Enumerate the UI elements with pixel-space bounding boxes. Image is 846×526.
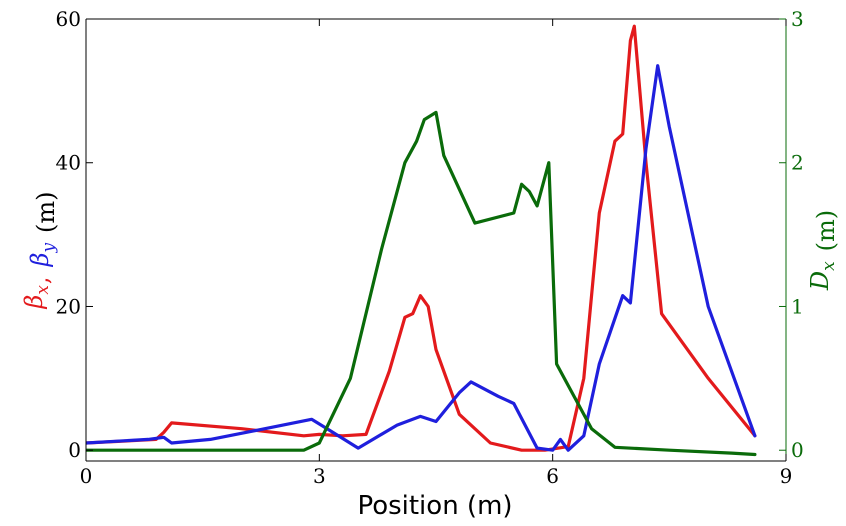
right-y-tick-label-0: 0 <box>791 438 804 462</box>
plot-frame <box>86 19 786 461</box>
right-y-tick-label-1: 1 <box>791 294 804 318</box>
x-tick-label-3: 9 <box>780 464 793 488</box>
left-ylabel-part-0-subscript: x <box>33 285 53 295</box>
series-line-0 <box>86 24 757 452</box>
left-ylabel-part-3: (m) <box>32 191 60 232</box>
left-y-tick-label-1: 20 <box>56 294 81 318</box>
x-axis-label: Position (m) <box>357 491 512 521</box>
series-line-2 <box>86 110 757 457</box>
right-y-tick-label-2: 2 <box>791 151 804 175</box>
left-ylabel-part-2-subscript: y <box>39 243 59 254</box>
x-tick-label-1: 3 <box>313 464 326 488</box>
series-line-1 <box>86 64 757 452</box>
right-ylabel-part-1: (m) <box>812 210 840 251</box>
plot-area <box>86 19 786 461</box>
left-y-tick-label-2: 40 <box>56 151 81 175</box>
x-tick-label-0: 0 <box>80 464 93 488</box>
right-ylabel-part-0: D <box>806 271 834 291</box>
right-y-axis-label: Dx (m) <box>806 210 840 291</box>
left-y-tick-label-0: 0 <box>68 438 81 462</box>
left-ylabel-part-0: β <box>20 295 48 310</box>
left-ylabel-part-1: , <box>26 276 54 284</box>
series-layer <box>86 24 757 457</box>
right-ylabel-part-0-subscript: x <box>819 261 839 271</box>
left-y-axis-label: βx,βy(m) <box>20 191 60 309</box>
right-y-tick-label-3: 3 <box>791 7 804 31</box>
left-y-tick-label-3: 60 <box>56 7 81 31</box>
left-ylabel-part-2: β <box>26 253 54 268</box>
x-tick-label-2: 6 <box>546 464 559 488</box>
